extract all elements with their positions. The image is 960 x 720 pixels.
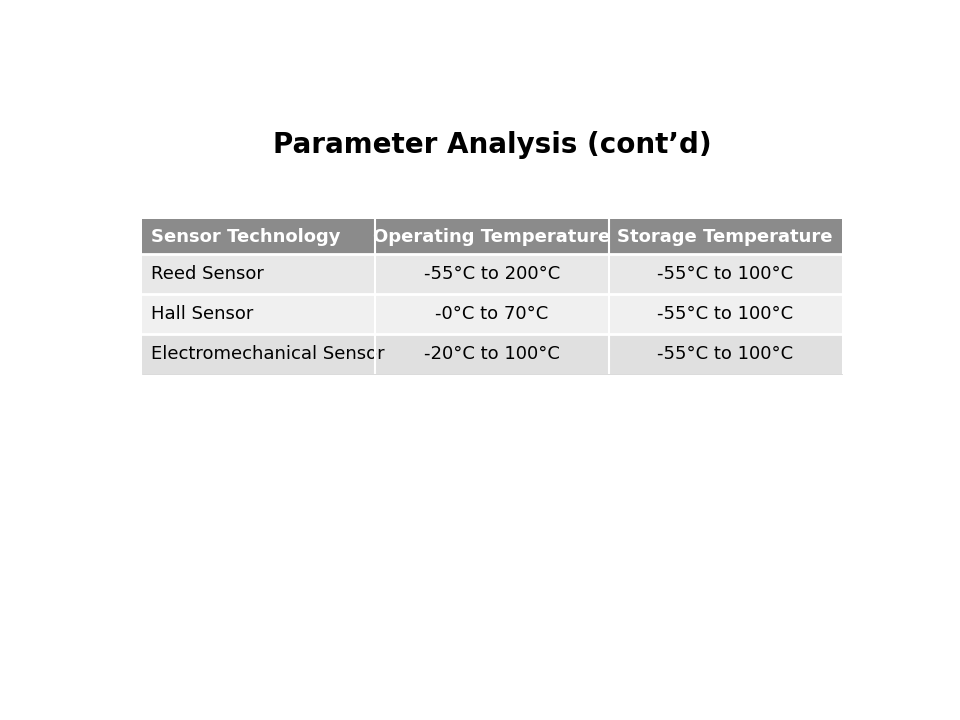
Text: -55°C to 200°C: -55°C to 200°C	[424, 265, 560, 283]
FancyBboxPatch shape	[609, 254, 842, 294]
FancyBboxPatch shape	[375, 294, 609, 333]
FancyBboxPatch shape	[375, 333, 609, 374]
FancyBboxPatch shape	[142, 220, 375, 254]
Text: -0°C to 70°C: -0°C to 70°C	[435, 305, 548, 323]
Text: Operating Temperature: Operating Temperature	[373, 228, 611, 246]
Text: Hall Sensor: Hall Sensor	[152, 305, 253, 323]
Text: -55°C to 100°C: -55°C to 100°C	[657, 265, 793, 283]
Text: Electromechanical Sensor: Electromechanical Sensor	[152, 345, 385, 363]
Text: Sensor Technology: Sensor Technology	[152, 228, 341, 246]
Text: -55°C to 100°C: -55°C to 100°C	[657, 345, 793, 363]
FancyBboxPatch shape	[609, 220, 842, 254]
FancyBboxPatch shape	[142, 254, 375, 294]
Text: Storage Temperature: Storage Temperature	[617, 228, 833, 246]
Text: Reed Sensor: Reed Sensor	[152, 265, 264, 283]
FancyBboxPatch shape	[142, 294, 375, 333]
FancyBboxPatch shape	[609, 294, 842, 333]
Text: -20°C to 100°C: -20°C to 100°C	[424, 345, 560, 363]
FancyBboxPatch shape	[375, 220, 609, 254]
Text: -55°C to 100°C: -55°C to 100°C	[657, 305, 793, 323]
FancyBboxPatch shape	[609, 333, 842, 374]
Text: Parameter Analysis (cont’d): Parameter Analysis (cont’d)	[273, 130, 711, 158]
FancyBboxPatch shape	[375, 254, 609, 294]
FancyBboxPatch shape	[142, 333, 375, 374]
